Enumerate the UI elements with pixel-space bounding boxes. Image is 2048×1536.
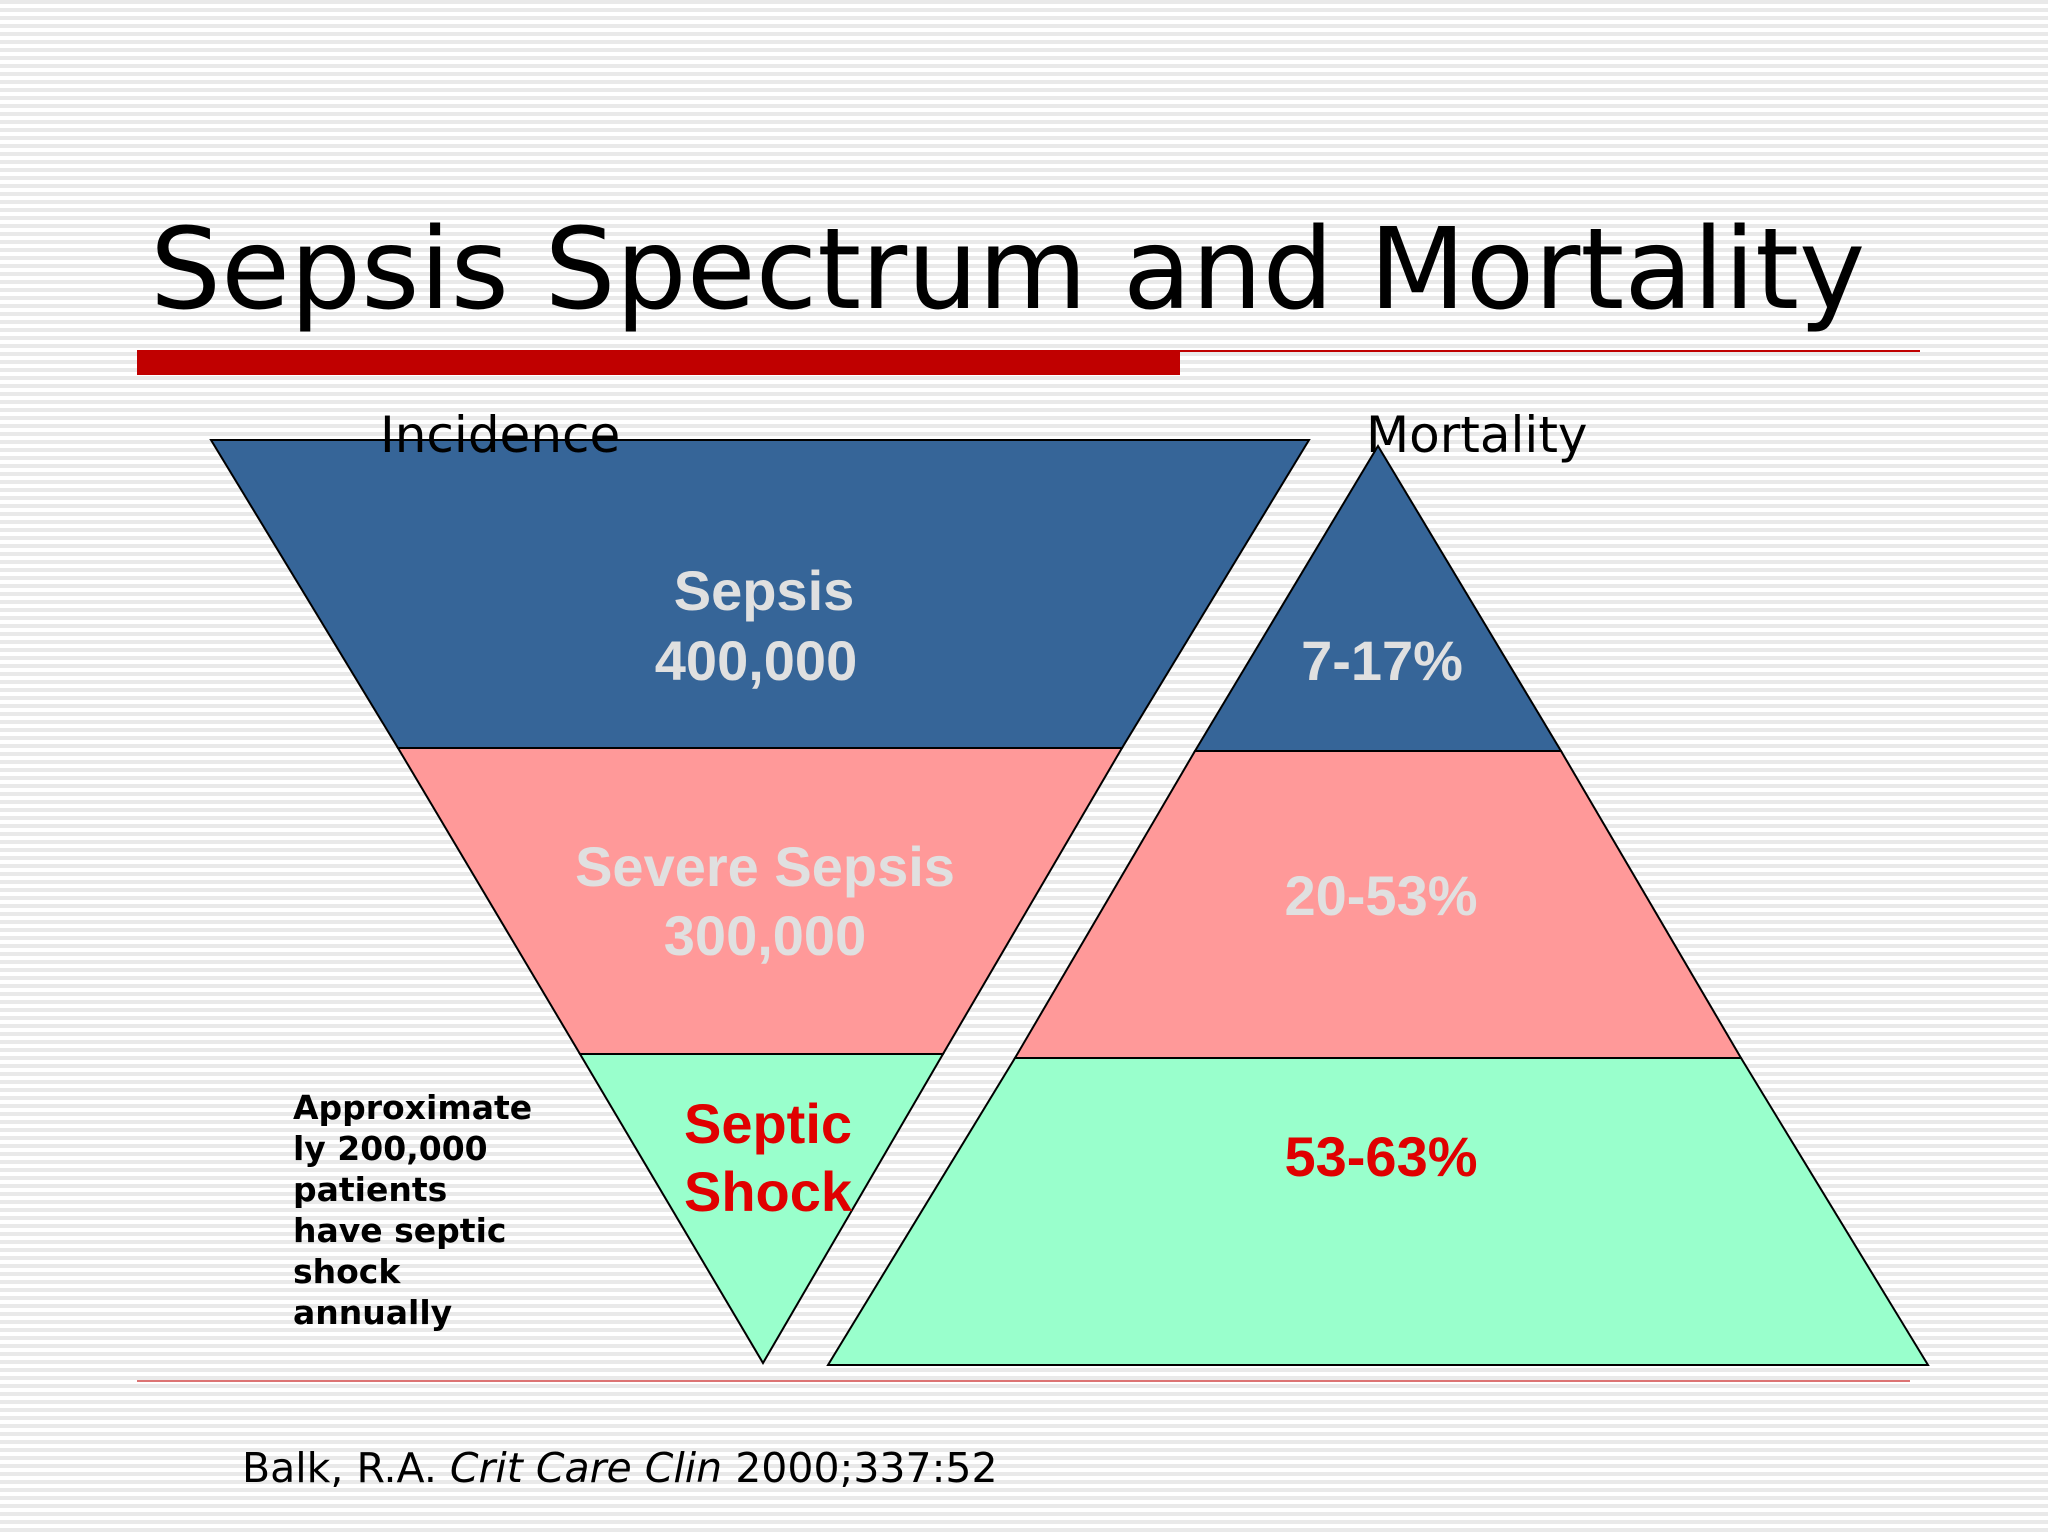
incidence-funnel bbox=[209, 439, 1311, 1365]
footer-divider bbox=[137, 1380, 1910, 1382]
citation: Balk, R.A. Crit Care Clin 2000;337:52 bbox=[242, 1440, 998, 1496]
title-accent-bar bbox=[137, 350, 1180, 375]
mortality-tier-septic-shock bbox=[826, 1057, 1930, 1366]
mortality-sepsis-value: 7-17% bbox=[1301, 629, 1463, 692]
incidence-septic-shock-value: Shock bbox=[684, 1160, 853, 1223]
incidence-sepsis-value: 400,000 bbox=[655, 629, 857, 692]
citation-details: 2000;337:52 bbox=[722, 1444, 998, 1492]
incidence-septic-shock-name: Septic bbox=[684, 1092, 852, 1155]
incidence-severe-sepsis-name: Severe Sepsis bbox=[575, 835, 955, 898]
mortality-severe-sepsis-value: 20-53% bbox=[1284, 864, 1477, 927]
mortality-septic-shock-value: 53-63% bbox=[1284, 1125, 1477, 1188]
citation-author: Balk, R.A. bbox=[242, 1444, 450, 1492]
citation-journal: Crit Care Clin bbox=[449, 1444, 723, 1492]
incidence-tier-severe-sepsis bbox=[396, 747, 1124, 1055]
title-accent-line bbox=[1180, 350, 1920, 352]
incidence-header: Incidence bbox=[380, 406, 620, 464]
incidence-severe-sepsis-value: 300,000 bbox=[664, 904, 866, 967]
mortality-pyramid bbox=[826, 444, 1930, 1366]
mortality-header: Mortality bbox=[1366, 406, 1588, 464]
slide-title: Sepsis Spectrum and Mortality bbox=[150, 205, 1866, 335]
incidence-tier-septic-shock bbox=[578, 1053, 945, 1365]
incidence-sepsis-name: Sepsis bbox=[674, 559, 855, 622]
septic-shock-note: Approximate ly 200,000 patients have sep… bbox=[293, 1088, 533, 1332]
